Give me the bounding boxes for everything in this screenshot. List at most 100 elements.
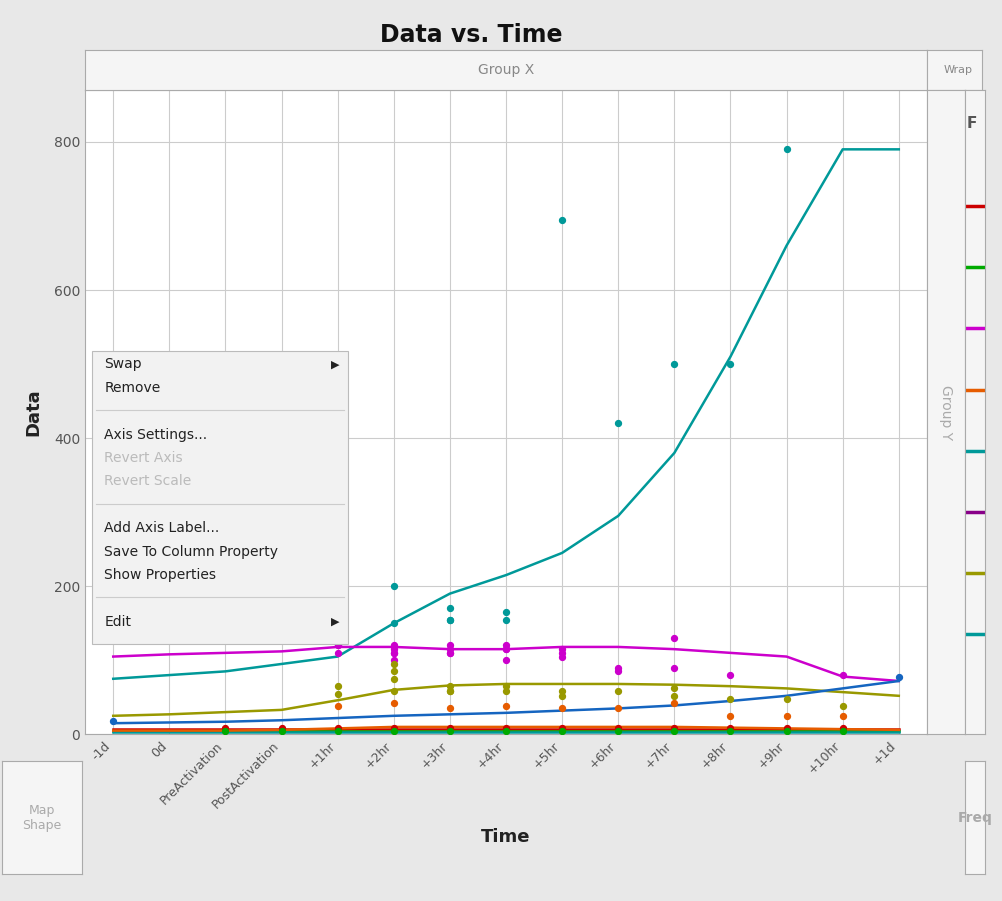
Point (330, 679, 346, 694)
Point (442, 638, 458, 652)
Y-axis label: Data: Data (25, 388, 43, 436)
Point (274, 721, 290, 735)
Point (498, 679, 514, 694)
Point (779, 692, 795, 706)
Point (666, 357, 682, 371)
Point (330, 531, 346, 545)
Text: Map
Shape: Map Shape (22, 804, 62, 832)
Point (666, 688, 682, 703)
Point (835, 724, 851, 738)
Point (835, 721, 851, 735)
Point (386, 653, 402, 668)
Point (498, 724, 514, 738)
Point (330, 699, 346, 714)
Point (722, 692, 738, 706)
Point (554, 684, 570, 698)
Point (498, 613, 514, 627)
Point (554, 642, 570, 656)
Point (217, 721, 233, 735)
Point (554, 701, 570, 715)
Point (610, 660, 626, 675)
Text: Freq: Freq (958, 811, 992, 824)
Point (217, 724, 233, 738)
Point (386, 724, 402, 738)
Point (666, 660, 682, 675)
Point (330, 724, 346, 738)
Point (779, 708, 795, 723)
Point (891, 669, 907, 684)
Point (386, 616, 402, 631)
Point (442, 601, 458, 615)
Point (610, 721, 626, 735)
Point (386, 696, 402, 710)
Point (386, 642, 402, 656)
Text: Add Axis Label...: Add Axis Label... (104, 522, 219, 535)
Point (442, 721, 458, 735)
Point (386, 684, 402, 698)
Point (386, 646, 402, 660)
Point (442, 724, 458, 738)
Text: ▶: ▶ (332, 617, 340, 627)
Point (498, 605, 514, 619)
Point (442, 642, 458, 656)
Point (554, 650, 570, 664)
Point (610, 701, 626, 715)
Point (330, 721, 346, 735)
Point (386, 664, 402, 678)
Point (554, 688, 570, 703)
Point (330, 646, 346, 660)
Point (666, 724, 682, 738)
Point (386, 579, 402, 594)
Point (722, 721, 738, 735)
Point (835, 668, 851, 682)
Point (386, 646, 402, 660)
Point (386, 638, 402, 652)
Point (442, 679, 458, 694)
Point (666, 696, 682, 710)
Text: F: F (967, 116, 977, 131)
X-axis label: Time: Time (481, 828, 531, 846)
Point (498, 642, 514, 656)
Text: Group Y: Group Y (939, 385, 953, 440)
Point (722, 724, 738, 738)
Point (722, 708, 738, 723)
Point (779, 142, 795, 157)
Point (779, 721, 795, 735)
Point (498, 638, 514, 652)
Point (386, 671, 402, 686)
Text: Save To Column Property: Save To Column Property (104, 545, 279, 559)
Point (442, 684, 458, 698)
Point (442, 701, 458, 715)
Point (442, 684, 458, 698)
Text: Wrap: Wrap (943, 65, 972, 75)
Text: Swap: Swap (104, 358, 142, 371)
Point (498, 699, 514, 714)
Point (610, 684, 626, 698)
Point (105, 714, 121, 728)
Point (442, 646, 458, 660)
Point (610, 664, 626, 678)
Point (554, 721, 570, 735)
Point (666, 631, 682, 645)
Text: Axis Settings...: Axis Settings... (104, 428, 207, 441)
Point (779, 724, 795, 738)
Point (498, 721, 514, 735)
Point (498, 642, 514, 656)
Text: ▶: ▶ (332, 359, 340, 369)
Text: Data vs. Time: Data vs. Time (380, 23, 562, 47)
Point (498, 653, 514, 668)
Point (835, 699, 851, 714)
Text: Group X: Group X (478, 63, 534, 77)
Point (442, 613, 458, 627)
Point (274, 724, 290, 738)
Point (722, 357, 738, 371)
Point (835, 708, 851, 723)
Point (610, 416, 626, 431)
Point (666, 681, 682, 696)
Text: Revert Axis: Revert Axis (104, 451, 182, 465)
Point (330, 538, 346, 552)
Point (386, 657, 402, 671)
Point (554, 724, 570, 738)
Point (554, 213, 570, 227)
Point (330, 638, 346, 652)
